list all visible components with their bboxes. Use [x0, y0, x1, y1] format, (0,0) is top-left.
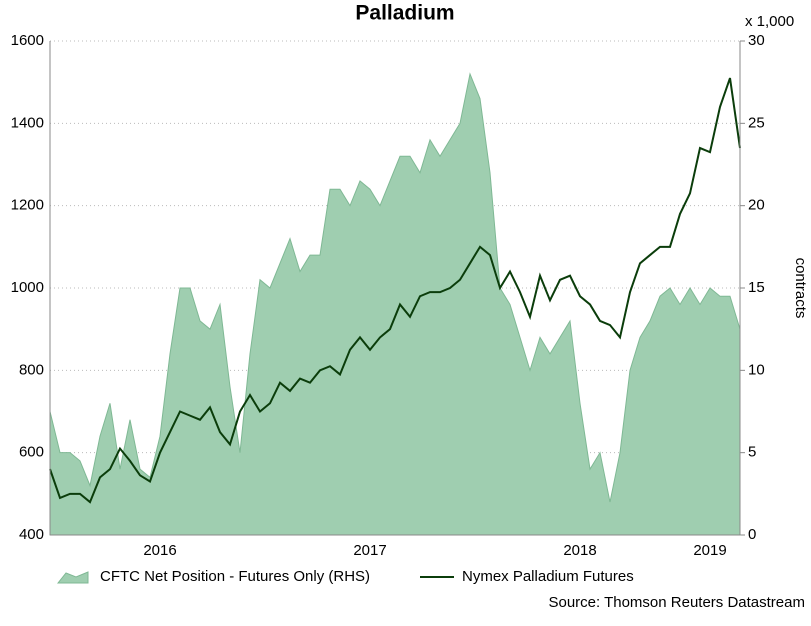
- x-tick-label: 2018: [563, 542, 596, 559]
- x-tick-label: 2019: [693, 542, 726, 559]
- x-tick-label: 2017: [353, 542, 386, 559]
- area: [49, 72, 741, 536]
- line: [49, 77, 741, 504]
- legend-label: CFTC Net Position - Futures Only (RHS): [100, 568, 370, 585]
- y2-tick-label: 5: [748, 444, 756, 461]
- y2-axis-label: contracts: [792, 258, 809, 319]
- y-tick-label: 800: [19, 361, 44, 378]
- chart-title: Palladium: [355, 2, 454, 25]
- y-tick-label: 1200: [11, 197, 44, 214]
- legend-swatch: [56, 571, 89, 584]
- y-tick-label: 1000: [11, 279, 44, 296]
- y2-tick-label: 25: [748, 114, 765, 131]
- x-tick-label: 2016: [143, 542, 176, 559]
- y-tick-label: 1600: [11, 32, 44, 49]
- y2-tick-label: 0: [748, 526, 756, 543]
- y2-tick-label: 30: [748, 32, 765, 49]
- y2-tick-label: 15: [748, 279, 765, 296]
- legend-label: Nymex Palladium Futures: [462, 568, 634, 585]
- y-tick-label: 400: [19, 526, 44, 543]
- y2-unit-label: x 1,000: [745, 13, 794, 30]
- y-tick-label: 1400: [11, 114, 44, 131]
- y2-tick-label: 10: [748, 361, 765, 378]
- y-tick-label: 600: [19, 444, 44, 461]
- source: Source: Thomson Reuters Datastream: [548, 594, 805, 611]
- y2-tick-label: 20: [748, 197, 765, 214]
